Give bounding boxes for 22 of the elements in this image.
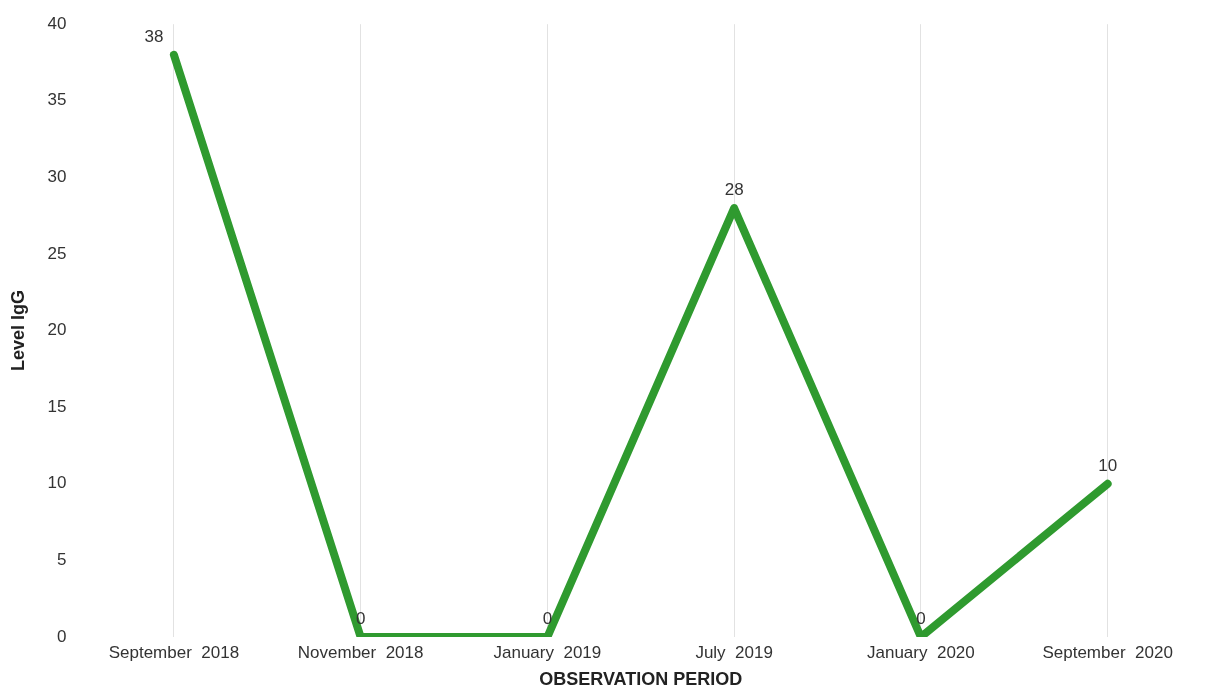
x-tick-label: September 2020	[1042, 642, 1173, 662]
y-axis-title: Level IgG	[7, 290, 28, 372]
x-tick-label: July 2019	[695, 642, 773, 662]
x-tick-label: September 2018	[108, 642, 240, 662]
x-tick-label: January 2019	[493, 642, 602, 662]
x-axis-title: OBSERVATION PERIOD	[539, 669, 743, 690]
data-label: 0	[542, 609, 553, 629]
y-tick-label: 15	[47, 396, 67, 416]
data-label: 28	[724, 180, 744, 200]
y-tick-label: 10	[47, 473, 67, 493]
y-tick-label: 25	[47, 243, 67, 263]
x-tick-label: January 2020	[867, 642, 975, 662]
y-tick-label: 20	[47, 320, 67, 340]
y-tick-label: 35	[47, 90, 67, 110]
y-tick-label: 5	[57, 550, 67, 570]
y-tick-label: 0	[57, 626, 67, 646]
data-label: 10	[1098, 455, 1118, 475]
y-tick-label: 30	[47, 167, 67, 187]
x-tick-label: November 2018	[297, 642, 424, 662]
data-label: 0	[916, 609, 926, 629]
data-label: 38	[144, 27, 164, 47]
y-tick-label: 40	[47, 13, 67, 33]
